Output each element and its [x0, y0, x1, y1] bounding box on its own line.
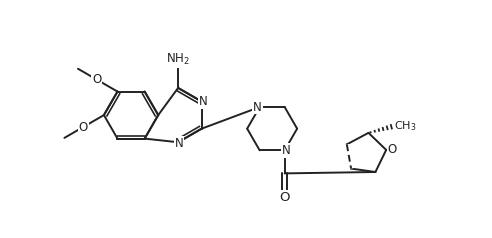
Text: O: O — [92, 73, 101, 86]
Text: N: N — [175, 137, 184, 150]
Text: O: O — [279, 191, 290, 204]
Text: O: O — [388, 144, 397, 156]
Text: CH$_3$: CH$_3$ — [394, 119, 416, 133]
Text: O: O — [79, 120, 88, 134]
Text: N: N — [253, 100, 262, 114]
Text: N: N — [282, 144, 291, 157]
Text: N: N — [199, 95, 208, 108]
Text: NH$_2$: NH$_2$ — [166, 52, 190, 67]
